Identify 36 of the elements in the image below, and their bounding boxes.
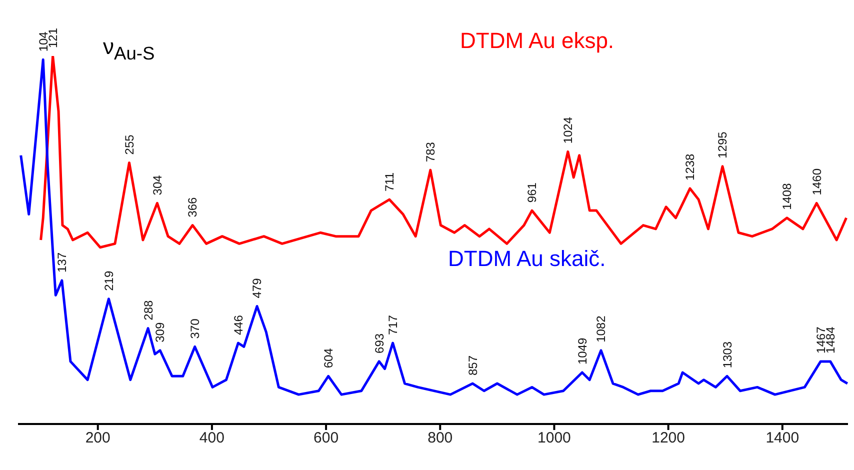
annotation: 1024 <box>561 116 576 144</box>
annotation: 693 <box>372 333 386 354</box>
annotation: 1049 <box>575 337 590 364</box>
x-tick-label: 1200 <box>652 430 685 447</box>
text: DTDM Au eksp. <box>460 28 614 54</box>
annotation: 711 <box>382 172 397 192</box>
annotation: 1238 <box>683 153 698 180</box>
x-tick-label: 200 <box>85 430 110 447</box>
x-tick-label: 800 <box>428 430 453 447</box>
annotation: ν$_{Au-S}$ <box>103 34 155 64</box>
x-tick-label: 600 <box>314 430 339 447</box>
annotation: 1460 <box>810 168 824 196</box>
x-tick-label: 400 <box>199 430 224 447</box>
annotation: 1484 <box>824 326 838 354</box>
annotation: 309 <box>153 322 168 342</box>
annotation: 1303 <box>720 341 734 368</box>
annotation: 961 <box>525 182 540 203</box>
annotation: 857 <box>466 355 480 376</box>
annotation: 219 <box>102 270 116 291</box>
annotation: 1082 <box>594 315 608 342</box>
annotation: 366 <box>186 196 200 218</box>
annotation: 304 <box>150 174 164 196</box>
annotation: 717 <box>386 314 400 336</box>
annotation: 604 <box>322 348 336 368</box>
annotation: 137 <box>55 252 70 272</box>
annotation: 446 <box>231 314 246 336</box>
annotation: 1408 <box>780 182 794 210</box>
annotation: 479 <box>250 278 264 298</box>
annotation: 1295 <box>716 131 730 158</box>
annotation: 255 <box>122 134 136 155</box>
annotation: 288 <box>141 300 156 320</box>
x-tick-label: 1400 <box>766 430 800 447</box>
annotation: 370 <box>188 318 202 339</box>
x-tick-label: 1000 <box>538 430 571 447</box>
text: DTDM Au skaič. <box>448 246 606 272</box>
annotation: 783 <box>424 142 438 162</box>
